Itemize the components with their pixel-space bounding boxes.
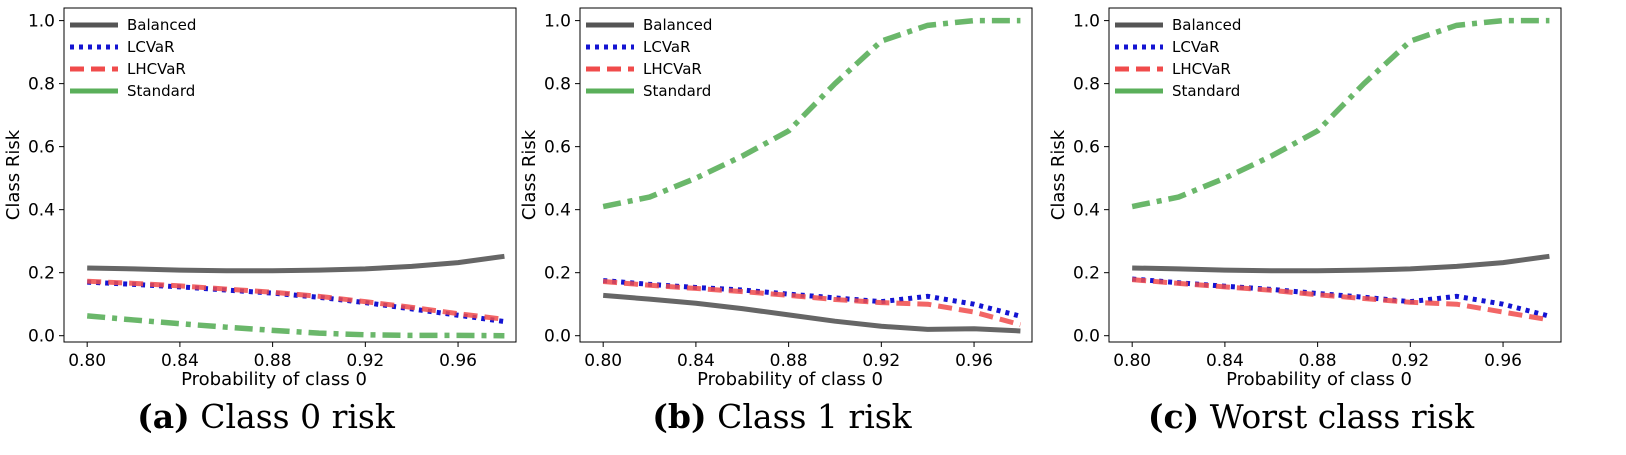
caption-title-1: Class 0 risk: [190, 397, 396, 436]
x-tick-label-3: 0.84: [1206, 351, 1244, 371]
y-tick-label-3: 0.6: [1073, 138, 1100, 158]
caption-letter-3: (c): [1148, 397, 1199, 436]
series-line-lcvar-2: [602, 278, 1022, 319]
caption-title-2: Class 1 risk: [707, 397, 913, 436]
series-line-standard-1: [86, 313, 505, 339]
y-tick-label-3: 0.2: [1073, 264, 1100, 284]
caption-letter-1: (a): [137, 397, 190, 436]
legend-label-standard-1: Standard: [127, 82, 195, 100]
series-line-lcvar-1: [87, 279, 505, 324]
series-line-lhcvar-1: [87, 278, 505, 322]
x-tick-label-2: 0.96: [955, 351, 993, 371]
series-line-lhcvar-2: [602, 279, 1022, 328]
series-line-balanced-1: [87, 253, 505, 274]
legend-1: Balanced LCVaR LHCVaR Standard: [70, 16, 196, 100]
x-tick-label-1: 0.96: [439, 351, 477, 371]
x-tick-label-3: 0.88: [1299, 351, 1337, 371]
chart-panel-3: 0.80 0.84 0.88 0.92 0.96 0.0 0.2 0.4 0.6 0.8 1.0 Pr…: [1048, 7, 1562, 436]
y-tick-label-3: 0.4: [1073, 201, 1100, 221]
y-tick-label-3: 0.8: [1073, 75, 1100, 95]
x-tick-label-1: 0.84: [161, 351, 199, 371]
legend-2: Balanced LCVaR LHCVaR Standard: [586, 16, 712, 100]
y-tick-label-2: 0.2: [544, 264, 571, 284]
x-tick-label-2: 0.88: [770, 351, 808, 371]
caption-title-3: Worst class risk: [1199, 397, 1475, 436]
y-tick-label-3: 1.0: [1073, 12, 1100, 32]
y-tick-label-2: 1.0: [544, 12, 571, 32]
y-axis-label-2: Class Risk: [519, 129, 540, 220]
x-tick-label-3: 0.92: [1391, 351, 1429, 371]
chart-panel-1: 0.80 0.84 0.88 0.92 0.96 0.0 0.2 0.4 0.6 0.8 1.0 Pr…: [3, 7, 517, 436]
series-line-balanced-3: [1132, 253, 1550, 274]
legend-label-standard-2: Standard: [643, 82, 711, 100]
legend-label-lcvar-1: LCVaR: [127, 38, 175, 56]
y-tick-label-2: 0.0: [544, 327, 571, 347]
x-tick-label-3: 0.96: [1484, 351, 1522, 371]
y-tick-label-2: 0.8: [544, 75, 571, 95]
legend-label-balanced-2: Balanced: [643, 16, 712, 34]
legend-label-lhcvar-1: LHCVaR: [127, 60, 186, 78]
series-line-lcvar-3: [1131, 276, 1551, 319]
caption-1: (a) Class 0 risk: [137, 397, 396, 436]
axes-frame-2: [579, 7, 1033, 343]
y-tick-label-2: 0.6: [544, 138, 571, 158]
y-tick-label-1: 0.8: [28, 75, 55, 95]
x-axis-label-3: Probability of class 0: [1226, 369, 1412, 390]
series-line-balanced-2: [602, 292, 1021, 334]
x-tick-label-2: 0.80: [584, 351, 622, 371]
legend-label-lhcvar-3: LHCVaR: [1172, 60, 1231, 78]
series-line-lhcvar-3: [1131, 277, 1550, 323]
legend-label-balanced-3: Balanced: [1172, 16, 1241, 34]
x-tick-label-2: 0.84: [677, 351, 715, 371]
x-axis-label-2: Probability of class 0: [697, 369, 883, 390]
y-tick-label-1: 0.4: [28, 201, 55, 221]
x-tick-label-1: 0.88: [254, 351, 292, 371]
caption-3: (c) Worst class risk: [1148, 397, 1475, 436]
legend-label-standard-3: Standard: [1172, 82, 1240, 100]
x-axis-label-1: Probability of class 0: [181, 369, 367, 390]
y-axis-label-1: Class Risk: [3, 129, 24, 220]
legend-label-lcvar-3: LCVaR: [1172, 38, 1220, 56]
x-tick-label-1: 0.92: [346, 351, 384, 371]
x-tick-label-3: 0.80: [1113, 351, 1151, 371]
axes-frame-3: [1108, 7, 1562, 343]
x-tick-label-1: 0.80: [68, 351, 106, 371]
legend-3: Balanced LCVaR LHCVaR Standard: [1115, 16, 1241, 100]
legend-label-balanced-1: Balanced: [127, 16, 196, 34]
series-line-standard-3: [1131, 17, 1550, 210]
caption-2: (b) Class 1 risk: [652, 397, 912, 436]
legend-label-lcvar-2: LCVaR: [643, 38, 691, 56]
y-tick-label-2: 0.4: [544, 201, 571, 221]
chart-panel-2: 0.80 0.84 0.88 0.92 0.96 0.0 0.2 0.4 0.6 0.8 1.0 Pr…: [519, 7, 1033, 436]
y-tick-label-1: 1.0: [28, 12, 55, 32]
series-line-standard-2: [602, 17, 1021, 210]
y-tick-label-1: 0.2: [28, 264, 55, 284]
axes-frame-1: [63, 7, 517, 343]
y-tick-label-1: 0.6: [28, 138, 55, 158]
y-tick-label-1: 0.0: [28, 327, 55, 347]
x-tick-label-2: 0.92: [862, 351, 900, 371]
y-tick-label-3: 0.0: [1073, 327, 1100, 347]
caption-letter-2: (b): [652, 397, 706, 436]
legend-label-lhcvar-2: LHCVaR: [643, 60, 702, 78]
y-axis-label-3: Class Risk: [1048, 129, 1069, 220]
